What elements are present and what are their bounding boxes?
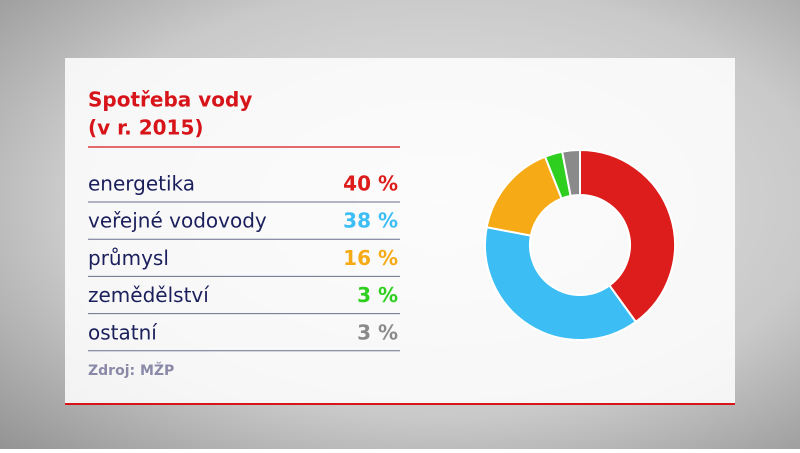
legend-table: energetika 40 % veřejné vodovody 38 % průmys… xyxy=(88,172,400,352)
value-label: 40 % xyxy=(343,172,398,196)
chart-subtitle: (v r. 2015) xyxy=(88,116,204,140)
value-label: 38 % xyxy=(343,209,398,233)
donut xyxy=(484,148,676,341)
panel xyxy=(65,58,735,405)
category-label: průmysl xyxy=(88,246,169,270)
category-label: energetika xyxy=(88,172,195,196)
value-label: 3 % xyxy=(357,283,398,307)
source: Zdroj: MŽP xyxy=(88,362,174,379)
category-label: veřejné vodovody xyxy=(88,209,267,233)
donut-segment xyxy=(561,148,581,198)
donut-segment xyxy=(579,148,676,324)
category-label: zemědělství xyxy=(88,283,210,307)
chart-title: Spotřeba vody xyxy=(88,88,252,112)
value-label: 3 % xyxy=(357,320,398,344)
category-label: ostatní xyxy=(88,320,158,344)
value-label: 16 % xyxy=(343,246,398,270)
donut-segment xyxy=(484,226,638,341)
